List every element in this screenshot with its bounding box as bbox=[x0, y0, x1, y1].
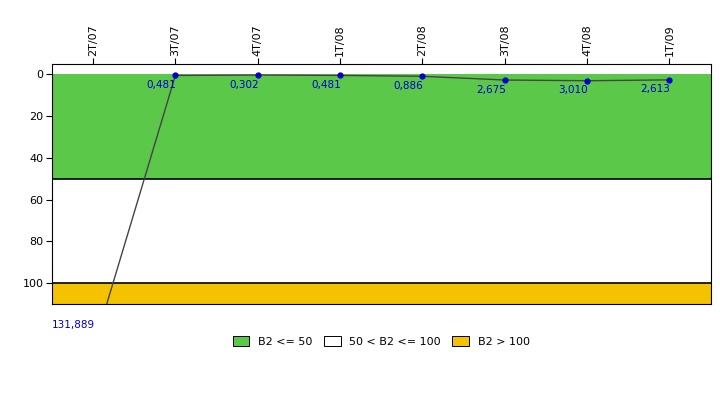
Text: 2,613: 2,613 bbox=[641, 84, 670, 94]
Text: 0,481: 0,481 bbox=[311, 80, 341, 90]
Bar bbox=[52, 283, 711, 304]
Bar bbox=[52, 179, 711, 283]
Text: 2,675: 2,675 bbox=[476, 84, 506, 94]
Text: 3,010: 3,010 bbox=[558, 85, 588, 95]
Bar bbox=[52, 74, 711, 179]
Text: 0,302: 0,302 bbox=[229, 80, 258, 90]
Text: 131,889: 131,889 bbox=[52, 320, 95, 330]
Text: 0,886: 0,886 bbox=[394, 81, 423, 91]
Legend: B2 <= 50, 50 < B2 <= 100, B2 > 100: B2 <= 50, 50 < B2 <= 100, B2 > 100 bbox=[228, 332, 534, 351]
Text: 0,481: 0,481 bbox=[147, 80, 176, 90]
